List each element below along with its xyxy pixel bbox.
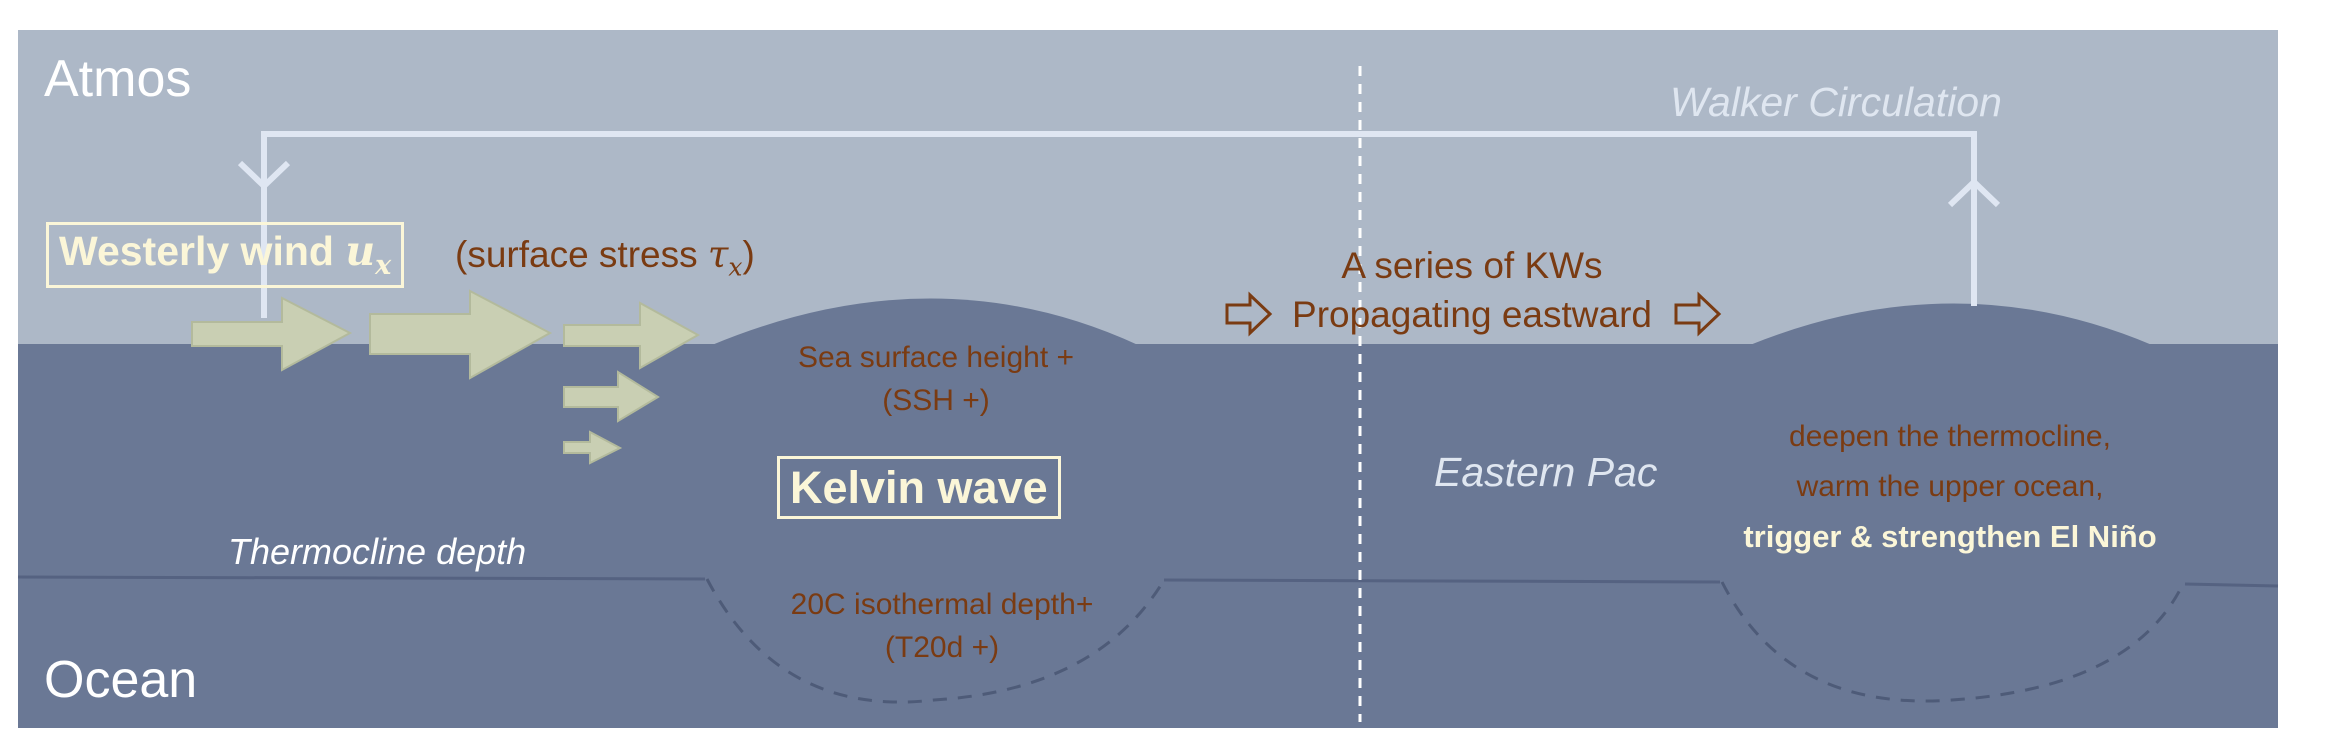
effect-line-1: deepen the thermocline, — [1789, 420, 2111, 453]
surface-stress-symbol: τ — [707, 233, 729, 276]
wind-arrow — [191, 296, 353, 372]
walker-down-arrowhead — [237, 160, 291, 191]
atmos-label: Atmos — [44, 50, 192, 108]
t20-depression-east — [1720, 581, 2185, 703]
effect-line-2: warm the upper ocean, — [1796, 470, 2104, 503]
surface-stress-subscript: x — [728, 252, 743, 282]
wind-arrow — [369, 289, 553, 380]
westerly-wind-box: Westerly wind ux — [46, 222, 405, 289]
ocean-region — [18, 344, 2278, 728]
t20-abbrev-label: (T20d +) — [884, 631, 1000, 664]
surface-stress-text: (surface stress — [455, 234, 708, 275]
ssh-label: Sea surface height + — [797, 341, 1075, 374]
walker-up-arrowhead — [1947, 177, 2001, 208]
effect-line-3: trigger & strengthen El Niño — [1743, 519, 2157, 554]
ocean-label: Ocean — [44, 651, 198, 709]
t20-depression-west — [705, 578, 1166, 704]
wind-arrow — [563, 370, 660, 423]
westerly-wind-symbol: u — [345, 227, 376, 275]
ssh-abbrev-label: (SSH +) — [882, 384, 990, 417]
westerly-wind-subscript: x — [375, 250, 392, 282]
ssh-bump-east — [1750, 303, 2152, 345]
propagation-arrow-icon — [1674, 291, 1722, 337]
propagation-arrow-icon — [1225, 291, 1273, 337]
ssh-bump-west — [712, 298, 1138, 345]
westerly-wind-label: Westerly wind — [59, 228, 346, 274]
walker-circulation-label: Walker Circulation — [1670, 79, 2002, 125]
surface-stress-close: ) — [742, 234, 755, 275]
t20-label: 20C isothermal depth+ — [790, 588, 1094, 621]
thermocline-line — [17, 575, 2279, 588]
atmosphere-region — [18, 30, 2278, 344]
series-of-kws-label: A series of KWs — [1341, 245, 1603, 286]
thermocline-depth-label: Thermocline depth — [228, 531, 527, 572]
wind-arrow — [563, 430, 623, 465]
wind-arrow — [563, 301, 701, 370]
surface-stress-label: (surface stress τx) — [455, 236, 755, 279]
eastern-pac-label: Eastern Pac — [1434, 449, 1658, 495]
kelvin-wave-box: Kelvin wave — [777, 456, 1061, 519]
walker-circulation-path — [261, 131, 1977, 318]
propagating-eastward-label: Propagating eastward — [1292, 294, 1652, 335]
